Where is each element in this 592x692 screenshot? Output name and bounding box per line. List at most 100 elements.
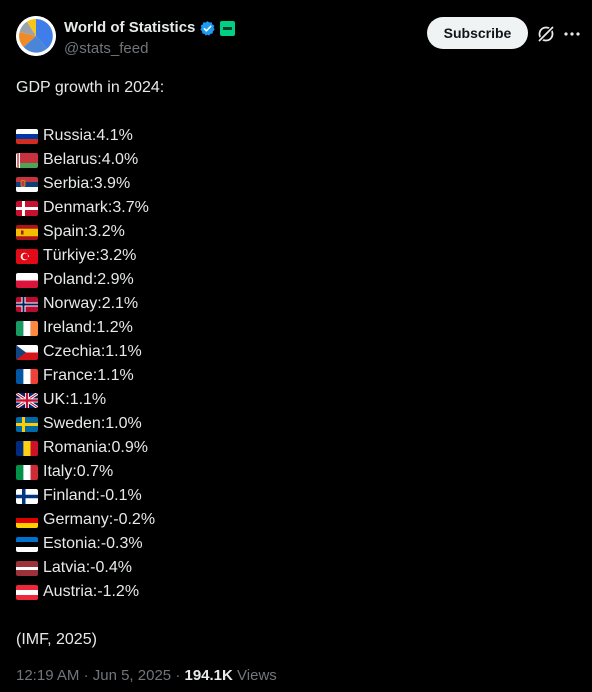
flag-france-icon	[16, 368, 38, 384]
gdp-value: 1.1%	[97, 367, 134, 384]
country-name: Germany	[43, 511, 109, 528]
post-meta: 12:19 AM · Jun 5, 2025 · 194.1K Views	[16, 666, 277, 686]
list-item: Serbia: 3.9%	[16, 172, 576, 196]
list-item: Sweden: 1.0%	[16, 412, 576, 436]
flag-russia-icon	[16, 128, 38, 144]
post-time[interactable]: 12:19 AM	[16, 667, 80, 684]
flag-austria-icon	[16, 584, 38, 600]
country-name: Serbia	[43, 175, 90, 192]
list-item: UK: 1.1%	[16, 388, 576, 412]
flag-ireland-icon	[16, 320, 38, 336]
list-item: Italy: 0.7%	[16, 460, 576, 484]
gdp-value: 4.1%	[96, 127, 133, 144]
gdp-list: Russia: 4.1% Belarus: 4.0% Serbia: 3.9% Den…	[16, 124, 576, 604]
meta-separator: ·	[83, 667, 89, 684]
country-name: Türkiye	[43, 247, 96, 264]
list-item: Poland: 2.9%	[16, 268, 576, 292]
country-name: Sweden	[43, 415, 101, 432]
list-item: Türkiye: 3.2%	[16, 244, 576, 268]
list-item: Denmark: 3.7%	[16, 196, 576, 220]
list-item: Czechia: 1.1%	[16, 340, 576, 364]
gdp-value: -0.3%	[100, 535, 143, 552]
gdp-value: 4.0%	[101, 151, 139, 168]
gdp-value: 3.7%	[112, 199, 149, 216]
country-name: Belarus	[43, 151, 98, 168]
list-item: Norway: 2.1%	[16, 292, 576, 316]
post-title: GDP growth in 2024:	[16, 79, 165, 96]
flag-turkiye-icon	[16, 248, 38, 264]
subscribe-button[interactable]: Subscribe	[427, 17, 528, 49]
post-header: World of Statistics @stats_feed Subscrib…	[16, 16, 580, 59]
gdp-value: -0.4%	[90, 559, 132, 576]
affiliate-badge-icon[interactable]	[220, 20, 236, 36]
display-name[interactable]: World of Statistics	[64, 19, 196, 36]
country-name: Italy	[43, 463, 73, 480]
post-text: GDP growth in 2024: Russia: 4.1% Belarus:…	[16, 76, 576, 652]
country-name: Denmark	[43, 199, 108, 216]
post-date[interactable]: Jun 5, 2025	[92, 667, 172, 684]
gdp-value: 3.2%	[88, 223, 125, 240]
country-name: Austria	[43, 583, 93, 600]
gdp-value: 2.1%	[101, 295, 139, 312]
country-name: Estonia	[43, 535, 97, 552]
more-options-icon[interactable]	[562, 24, 582, 44]
gdp-value: 3.9%	[93, 175, 131, 192]
flag-spain-icon	[16, 224, 38, 240]
pie-chart-avatar-icon	[16, 16, 56, 56]
list-item: Latvia: -0.4%	[16, 556, 576, 580]
country-name: Latvia	[43, 559, 86, 576]
country-name: Romania	[43, 439, 108, 456]
flag-latvia-icon	[16, 560, 38, 576]
gdp-value: 1.2%	[96, 319, 133, 336]
country-name: Ireland	[43, 319, 92, 336]
country-name: Norway	[43, 295, 98, 312]
list-item: Germany: -0.2%	[16, 508, 576, 532]
verified-badge-icon[interactable]	[199, 20, 216, 37]
country-name: France	[43, 367, 93, 384]
country-name: Poland	[43, 271, 93, 288]
flag-uk-icon	[16, 392, 38, 408]
views-label: Views	[237, 667, 277, 684]
flag-estonia-icon	[16, 536, 38, 552]
country-name: UK	[43, 391, 66, 408]
country-name: Russia	[43, 127, 92, 144]
source-note: (IMF, 2025)	[16, 631, 97, 648]
gdp-value: 0.9%	[111, 439, 148, 456]
gdp-value: -1.2%	[97, 583, 140, 600]
list-item: Estonia: -0.3%	[16, 532, 576, 556]
flag-belarus-icon	[16, 152, 38, 168]
grok-icon[interactable]	[536, 24, 556, 44]
list-item: Finland: -0.1%	[16, 484, 576, 508]
list-item: Russia: 4.1%	[16, 124, 576, 148]
gdp-value: -0.2%	[113, 511, 156, 528]
gdp-value: 3.2%	[99, 247, 137, 264]
list-item: Belarus: 4.0%	[16, 148, 576, 172]
list-item: Austria: -1.2%	[16, 580, 576, 604]
account-info: World of Statistics @stats_feed	[64, 18, 236, 59]
gdp-value: 1.0%	[105, 415, 142, 432]
views-count: 194.1K	[184, 667, 233, 684]
gdp-value: 2.9%	[97, 271, 134, 288]
gdp-value: -0.1%	[99, 487, 142, 504]
gdp-value: 1.1%	[69, 391, 107, 408]
gdp-value: 1.1%	[105, 343, 142, 360]
flag-norway-icon	[16, 296, 38, 312]
flag-germany-icon	[16, 512, 38, 528]
flag-romania-icon	[16, 440, 38, 456]
list-item: France: 1.1%	[16, 364, 576, 388]
country-name: Finland	[43, 487, 96, 504]
gdp-value: 0.7%	[76, 463, 114, 480]
list-item: Romania: 0.9%	[16, 436, 576, 460]
country-name: Czechia	[43, 343, 101, 360]
meta-separator: ·	[175, 667, 181, 684]
flag-poland-icon	[16, 272, 38, 288]
list-item: Spain: 3.2%	[16, 220, 576, 244]
list-item: Ireland: 1.2%	[16, 316, 576, 340]
handle[interactable]: @stats_feed	[64, 40, 149, 57]
flag-denmark-icon	[16, 200, 38, 216]
flag-serbia-icon	[16, 176, 38, 192]
flag-czechia-icon	[16, 344, 38, 360]
flag-italy-icon	[16, 464, 38, 480]
flag-finland-icon	[16, 488, 38, 504]
avatar[interactable]	[16, 16, 56, 56]
